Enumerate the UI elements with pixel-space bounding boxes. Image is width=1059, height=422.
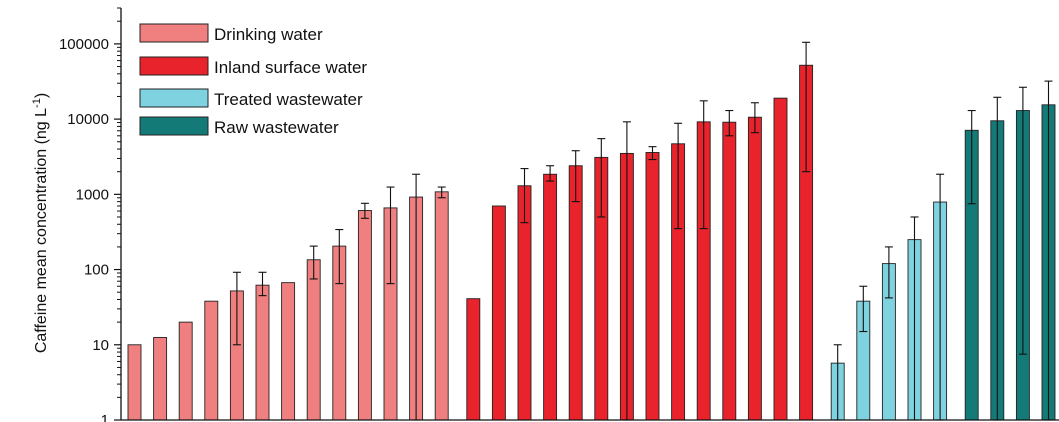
y-axis-label-superscript: -1 xyxy=(31,98,43,108)
y-tick-label: 1000 xyxy=(76,186,109,203)
legend-swatch-drinking-water xyxy=(139,23,209,43)
bar-inland-surface-water xyxy=(491,205,506,421)
bar-inland-surface-water xyxy=(466,298,481,421)
bar-drinking-water xyxy=(204,300,219,421)
legend-label-raw-wastewater: Raw wastewater xyxy=(214,118,339,137)
bar-inland-surface-water xyxy=(568,165,583,421)
y-tick-label: 100000 xyxy=(59,36,109,53)
bar-drinking-water xyxy=(255,284,270,421)
y-axis-label: Caffeine mean concentration (ng L-1) xyxy=(31,93,50,353)
bar-drinking-water xyxy=(306,259,321,421)
error-bars-group xyxy=(232,41,1053,421)
y-ticks-group: 1 10 100 1000 10000 100000 xyxy=(59,7,121,422)
legend-swatch-treated-wastewater xyxy=(139,88,209,108)
y-axis-label-main: Caffeine mean concentration (ng L xyxy=(33,108,50,353)
bar-drinking-water xyxy=(434,191,449,421)
bar-drinking-water xyxy=(178,321,193,421)
y-tick-label: 10 xyxy=(92,337,109,354)
legend-label-treated-wastewater: Treated wastewater xyxy=(214,90,363,109)
legend-swatch-inland-surface-water xyxy=(139,56,209,76)
axes-group xyxy=(120,8,1059,421)
legend-label-drinking-water: Drinking water xyxy=(214,25,323,44)
legend-label-inland-surface-water: Inland surface water xyxy=(214,58,367,77)
y-tick-label: 1 xyxy=(101,412,109,422)
legend: Drinking water Inland surface water Treate… xyxy=(139,23,367,137)
bar-inland-surface-water xyxy=(543,173,558,421)
y-tick-label: 100 xyxy=(84,262,109,279)
bar-inland-surface-water xyxy=(645,152,660,421)
bar-drinking-water xyxy=(127,344,142,421)
bar-drinking-water xyxy=(281,282,296,421)
bars-group xyxy=(127,64,1056,421)
bar-inland-surface-water xyxy=(773,97,788,421)
bar-inland-surface-water xyxy=(722,121,737,421)
bar-drinking-water xyxy=(357,210,372,421)
bar-inland-surface-water xyxy=(747,116,762,421)
bar-drinking-water xyxy=(153,337,168,421)
y-tick-label: 10000 xyxy=(67,111,109,128)
legend-swatch-raw-wastewater xyxy=(139,116,209,136)
y-axis-label-close: ) xyxy=(33,93,50,98)
